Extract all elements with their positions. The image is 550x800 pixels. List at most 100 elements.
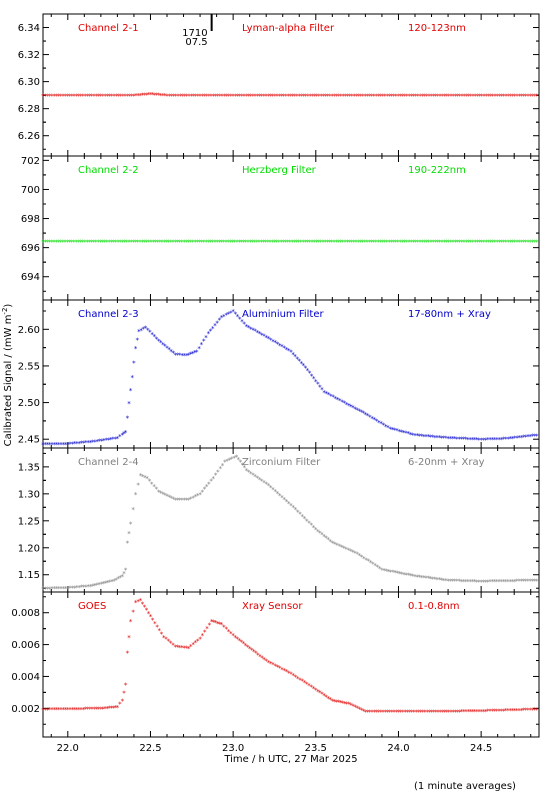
data-point: * [196,92,200,100]
x-tick-label: 24.0 [387,743,409,754]
data-point: * [114,92,118,100]
y-axis-label: Calibrated Signal / (mW m-2) [1,304,14,447]
data-point: * [502,578,506,586]
panel-frame [42,13,540,157]
data-point: * [207,238,211,246]
data-point: * [358,552,362,560]
data-point: * [399,709,403,717]
data-point: * [440,434,444,442]
data-point: * [504,92,508,100]
data-point: * [337,238,341,246]
data-point: * [236,635,240,643]
data-point: * [502,238,506,246]
data-point: * [267,335,271,343]
data-point: * [290,238,294,246]
data-point: * [267,92,271,100]
data-point: * [248,238,252,246]
data-point: * [402,571,406,579]
data-point: * [214,472,218,480]
data-point: * [487,238,491,246]
data-point: * [524,707,528,715]
data-point: * [526,578,530,586]
data-point: * [307,682,311,690]
data-point: * [345,700,349,708]
data-point: * [108,578,112,586]
data-point: * [370,415,374,423]
data-point: * [335,542,339,550]
data-point: * [506,707,510,715]
data-point: * [238,92,242,100]
data-point: * [258,92,262,100]
data-point: * [129,618,133,626]
data-point: * [95,706,99,714]
data-point: * [376,564,380,572]
data-point: * [493,578,497,586]
data-point: * [275,92,279,100]
data-point: * [134,345,138,353]
data-point: * [108,92,112,100]
data-point: * [41,585,45,593]
data-point: * [368,238,372,246]
data-point: * [302,362,306,370]
data-point: * [113,435,117,443]
data-point: * [222,313,226,321]
data-point: * [233,634,237,642]
data-point: * [163,491,167,499]
data-point: * [212,475,216,483]
data-point: * [213,238,217,246]
data-point: * [500,92,504,100]
data-point: * [379,709,383,717]
data-point: * [235,238,239,246]
data-point: * [229,630,233,638]
data-point: * [77,440,81,448]
data-point: * [506,578,510,586]
data-point: * [295,355,299,363]
data-point: * [347,701,351,709]
data-point: * [220,238,224,246]
data-point: * [276,490,280,498]
data-point: * [322,92,326,100]
data-point: * [102,580,106,588]
data-point: * [236,313,240,321]
data-point: * [372,238,376,246]
data-point: * [89,583,93,591]
panel-5: 0.0020.0040.0060.008********************… [11,591,540,738]
data-point: * [44,441,48,449]
data-point: * [340,398,344,406]
data-point: * [329,538,333,546]
data-point: * [509,435,513,443]
data-point: * [207,480,211,488]
data-point: * [159,339,163,347]
data-point: * [66,585,70,593]
data-point: * [377,92,381,100]
data-point: * [396,570,400,578]
data-point: * [83,238,87,246]
y-tick-label: 698 [21,214,40,225]
data-point: * [247,324,251,332]
data-point: * [443,92,447,100]
data-point: * [393,569,397,577]
data-point: * [379,420,383,428]
data-point: * [145,607,149,615]
data-point: * [224,238,228,246]
y-tick-label: 0.004 [11,672,40,683]
data-point: * [238,316,242,324]
data-point: * [399,92,403,100]
data-point: * [476,238,480,246]
data-point: * [182,644,186,652]
series-points: ****************************************… [41,238,539,246]
data-point: * [458,92,462,100]
data-point: * [99,92,103,100]
data-point: * [119,92,123,100]
data-point: * [245,323,249,331]
data-point: * [511,435,515,443]
data-point: * [213,322,217,330]
data-point: * [319,238,323,246]
data-point: * [327,391,331,399]
data-point: * [306,92,310,100]
x-tick-label: 22.0 [57,743,79,754]
data-point: * [462,436,466,444]
data-point: * [390,238,394,246]
data-point: * [497,436,501,444]
data-point: * [127,238,131,246]
